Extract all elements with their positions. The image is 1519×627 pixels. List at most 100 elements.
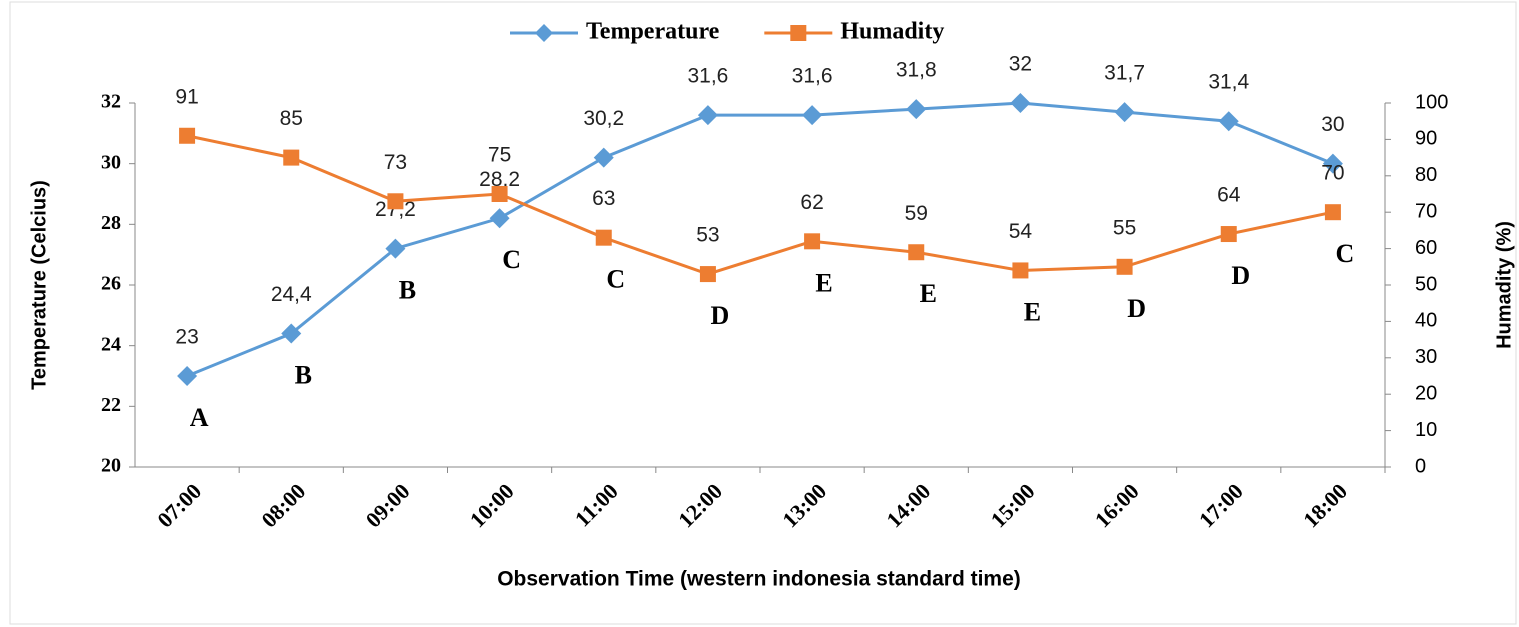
annotation: E — [1024, 297, 1041, 326]
x-tick-label: 12:00 — [673, 478, 727, 532]
legend-marker — [535, 24, 553, 42]
series-line — [186, 101, 1334, 378]
y2-tick-label: 10 — [1415, 419, 1437, 441]
y2-tick-label: 100 — [1415, 91, 1448, 113]
y-tick-label: 24 — [101, 333, 121, 355]
data-label: 32 — [1009, 53, 1032, 76]
y2-tick-label: 80 — [1415, 164, 1437, 186]
data-label: 59 — [905, 202, 928, 225]
series-line — [186, 134, 1334, 276]
data-label: 64 — [1217, 184, 1241, 207]
legend-marker — [790, 25, 807, 41]
marker — [491, 186, 508, 202]
marker — [1218, 111, 1239, 132]
data-label: 30 — [1321, 113, 1344, 136]
marker — [697, 105, 718, 126]
annotation: B — [295, 361, 312, 390]
data-label: 31,8 — [896, 59, 937, 82]
data-label: 30,2 — [583, 107, 624, 130]
annotation: C — [1336, 239, 1355, 268]
annotation: B — [399, 276, 416, 305]
y-tick-label: 28 — [101, 212, 121, 234]
y2-tick-label: 60 — [1415, 237, 1437, 259]
annotation: D — [711, 301, 730, 330]
data-label: 53 — [696, 224, 719, 247]
x-tick-label: 17:00 — [1194, 478, 1248, 532]
marker — [908, 244, 925, 261]
data-label: 75 — [488, 144, 511, 167]
marker — [1010, 93, 1031, 113]
marker — [1116, 258, 1133, 275]
marker — [281, 323, 302, 344]
data-label: 31,6 — [792, 65, 833, 88]
y2-tick-label: 50 — [1415, 273, 1437, 295]
x-tick-label: 08:00 — [256, 478, 310, 532]
chart-frame — [9, 1, 1517, 625]
data-label: 24,4 — [271, 283, 312, 306]
y2-axis-label: Humadity (%) — [1493, 221, 1515, 349]
y-tick-label: 26 — [101, 273, 121, 295]
marker — [804, 233, 821, 250]
marker — [802, 105, 823, 126]
data-label: 91 — [175, 85, 198, 108]
marker — [385, 238, 406, 259]
x-tick-label: 18:00 — [1298, 478, 1352, 532]
y-tick-label: 30 — [101, 151, 121, 173]
y-axis-label: Temperature (Celcius) — [28, 180, 50, 390]
data-label: 27,2 — [375, 198, 416, 221]
x-tick-label: 07:00 — [152, 478, 206, 532]
y-tick-label: 22 — [101, 394, 121, 416]
x-axis-label: Observation Time (western indonesia stan… — [497, 568, 1021, 591]
annotation: E — [815, 268, 832, 297]
x-tick-label: 11:00 — [570, 478, 623, 531]
annotation: C — [606, 265, 625, 294]
marker — [177, 366, 198, 386]
annotation: D — [1127, 294, 1146, 323]
marker — [1114, 102, 1135, 123]
x-tick-label: 16:00 — [1090, 478, 1144, 532]
y2-tick-label: 40 — [1415, 310, 1437, 332]
legend-label: Humadity — [840, 19, 944, 45]
data-label: 31,4 — [1208, 71, 1249, 94]
annotation: A — [190, 403, 209, 432]
data-label: 55 — [1113, 216, 1136, 239]
data-label: 70 — [1321, 162, 1344, 185]
marker — [595, 229, 612, 246]
y2-tick-label: 70 — [1415, 200, 1437, 222]
x-tick-label: 15:00 — [986, 478, 1040, 532]
data-label: 31,6 — [687, 65, 728, 88]
data-label: 62 — [800, 191, 823, 214]
data-label: 85 — [280, 107, 303, 130]
y2-tick-label: 20 — [1415, 382, 1437, 404]
data-label: 63 — [592, 187, 615, 210]
marker — [593, 147, 614, 168]
y-tick-label: 32 — [101, 91, 121, 113]
marker — [1012, 262, 1029, 279]
annotation: D — [1231, 261, 1250, 290]
x-tick-label: 13:00 — [777, 478, 831, 532]
data-label: 23 — [175, 326, 198, 349]
marker — [1322, 153, 1343, 174]
y2-tick-label: 90 — [1415, 128, 1437, 150]
marker — [1324, 204, 1341, 221]
y2-tick-label: 0 — [1415, 455, 1426, 477]
data-label: 73 — [384, 151, 407, 174]
annotation: E — [920, 279, 937, 308]
data-label: 54 — [1009, 220, 1033, 243]
marker — [283, 149, 300, 166]
y2-tick-label: 30 — [1415, 346, 1437, 368]
x-tick-label: 09:00 — [361, 478, 415, 532]
marker — [699, 266, 716, 283]
marker — [387, 193, 404, 210]
x-tick-label: 14:00 — [881, 478, 935, 532]
data-label: 31,7 — [1104, 62, 1145, 85]
annotation: C — [502, 245, 521, 274]
data-label: 28,2 — [479, 168, 520, 191]
marker — [489, 208, 510, 229]
marker — [906, 99, 927, 120]
x-tick-label: 10:00 — [465, 478, 519, 532]
marker — [179, 127, 196, 144]
marker — [1220, 226, 1237, 243]
y-tick-label: 20 — [101, 455, 121, 477]
